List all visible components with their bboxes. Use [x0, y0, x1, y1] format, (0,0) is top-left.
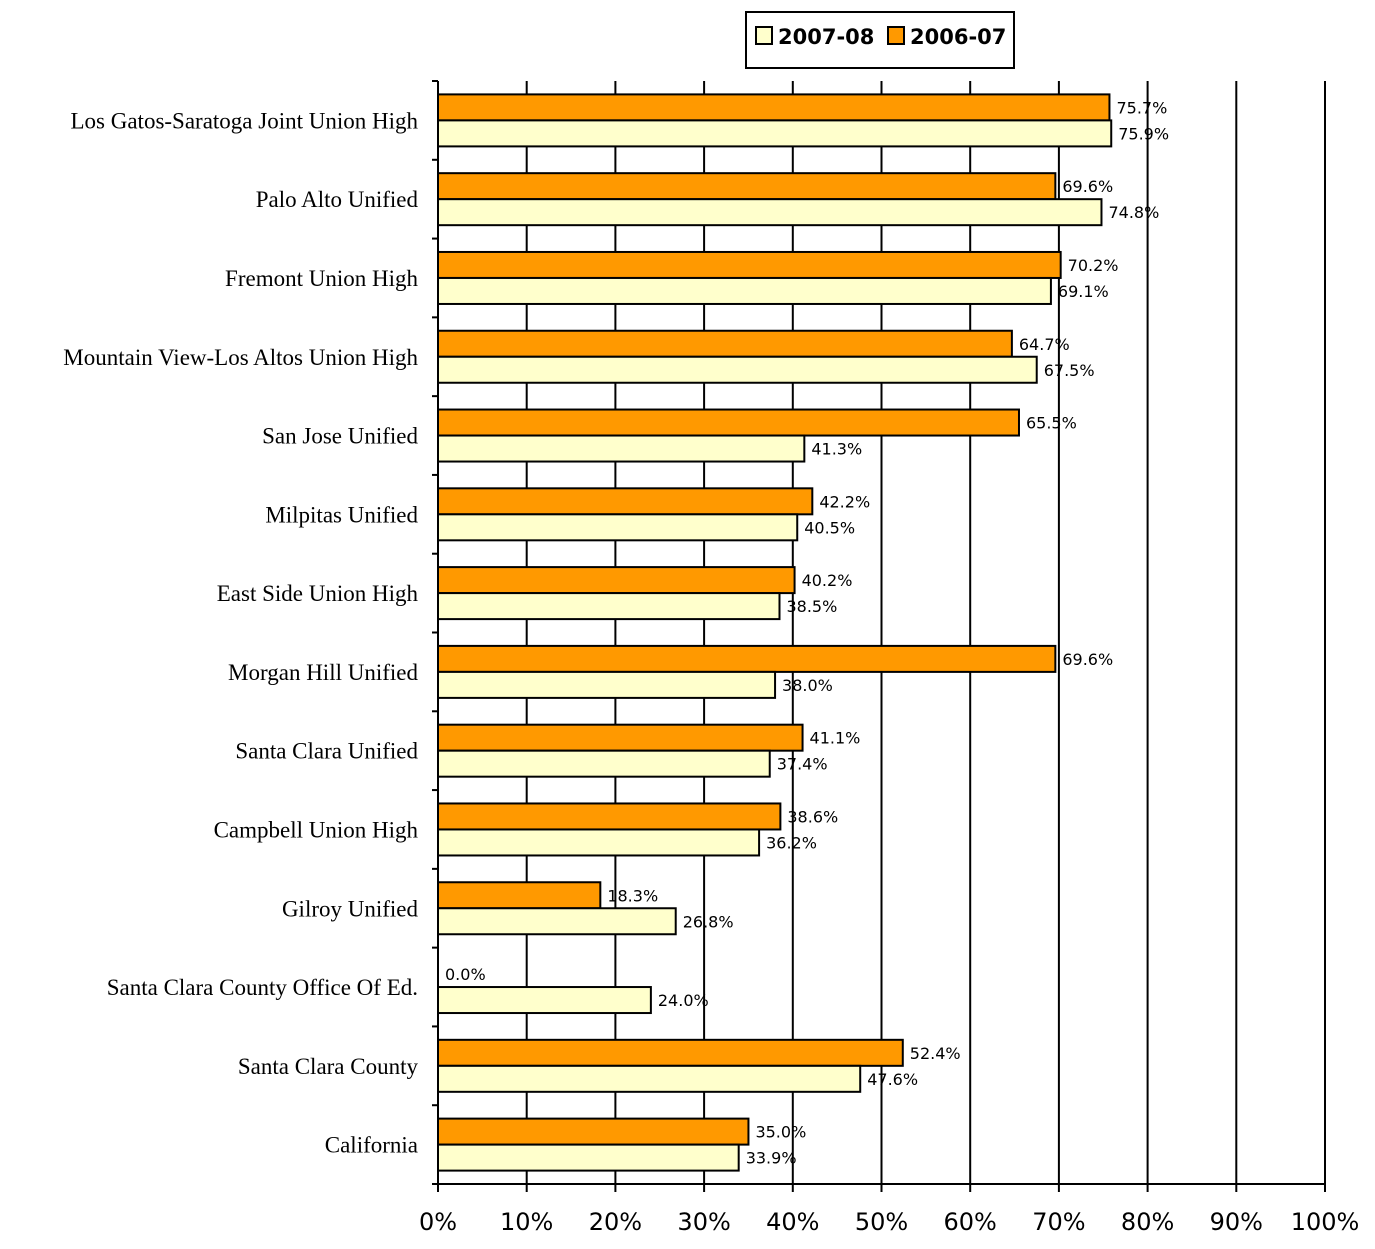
data-label-2007-08-12: 47.6%: [867, 1070, 918, 1089]
x-tick-label-0: 0%: [419, 1208, 457, 1236]
legend-label-2007-08: 2007-08: [778, 25, 874, 49]
bar-2007-08-10: [437, 907, 677, 936]
bar-2007-08-13: [437, 1143, 740, 1172]
category-label-1: Palo Alto Unified: [256, 187, 419, 212]
category-label-8: Santa Clara Unified: [235, 739, 418, 764]
data-label-2006-07-13: 35.0%: [755, 1123, 806, 1142]
bar-2007-08-6: [437, 592, 781, 621]
x-tick-label-10: 100%: [1291, 1208, 1360, 1236]
data-label-2006-07-0: 75.7%: [1116, 98, 1167, 117]
data-label-2007-08-5: 40.5%: [804, 518, 855, 537]
legend-swatch-2007-08: [755, 26, 773, 45]
bar-2007-08-4: [437, 434, 806, 463]
data-label-2006-07-5: 42.2%: [819, 492, 870, 511]
legend-label-2006-07: 2006-07: [910, 25, 1006, 49]
category-label-6: East Side Union High: [217, 581, 419, 606]
data-label-2007-08-8: 37.4%: [777, 755, 828, 774]
bar-2007-08-7: [437, 670, 777, 699]
category-label-7: Morgan Hill Unified: [228, 660, 418, 685]
legend-box: [745, 11, 1015, 69]
bar-2007-08-8: [437, 749, 771, 778]
bar-2006-07-3: [437, 329, 1013, 358]
data-label-2007-08-7: 38.0%: [782, 676, 833, 695]
x-axis-tick-labels: 0% 10% 20% 30% 40% 50% 60% 70% 80% 90% 100%: [419, 1208, 1359, 1236]
data-label-2007-08-4: 41.3%: [811, 440, 862, 459]
bar-2006-07-9: [437, 802, 782, 831]
bar-2006-07-4: [437, 408, 1020, 437]
x-tick-label-5: 50%: [855, 1208, 908, 1236]
bar-2006-07-12: [437, 1038, 904, 1067]
bar-2007-08-11: [437, 986, 652, 1015]
data-label-2006-07-2: 70.2%: [1068, 256, 1119, 275]
data-label-2006-07-10: 18.3%: [607, 886, 658, 905]
category-label-9: Campbell Union High: [214, 817, 419, 842]
data-label-2006-07-12: 52.4%: [910, 1044, 961, 1063]
bar-2006-07-5: [437, 487, 814, 516]
category-label-13: California: [325, 1133, 418, 1158]
gridlines: [525, 81, 1326, 1184]
data-label-2007-08-1: 74.8%: [1108, 203, 1159, 222]
x-tick-label-7: 70%: [1032, 1208, 1085, 1236]
data-label-2006-07-3: 64.7%: [1019, 335, 1070, 354]
data-label-2007-08-0: 75.9%: [1118, 124, 1169, 143]
bar-2006-07-2: [437, 250, 1062, 279]
data-labels: 75.7% 75.9% 69.6% 74.8% 70.2% 69.1% 64.7% 67.5%…: [445, 98, 1169, 1167]
data-label-2007-08-3: 67.5%: [1044, 361, 1095, 380]
x-tick-label-4: 40%: [766, 1208, 819, 1236]
bar-2007-08-0: [437, 119, 1113, 148]
x-tick-label-3: 30%: [677, 1208, 730, 1236]
legend-swatch-2006-07: [887, 26, 905, 45]
data-label-2007-08-6: 38.5%: [786, 597, 837, 616]
data-label-2007-08-13: 33.9%: [746, 1149, 797, 1168]
bars: [437, 93, 1113, 1172]
bar-2006-07-13: [437, 1117, 750, 1146]
category-label-5: Milpitas Unified: [265, 502, 418, 527]
bar-2007-08-3: [437, 355, 1038, 384]
data-label-2007-08-9: 36.2%: [766, 833, 817, 852]
bar-2006-07-7: [437, 644, 1057, 673]
data-label-2006-07-9: 38.6%: [787, 807, 838, 826]
data-label-2007-08-11: 24.0%: [658, 991, 709, 1010]
x-tick-label-9: 90%: [1210, 1208, 1263, 1236]
data-label-2006-07-11: 0.0%: [445, 965, 486, 984]
x-tick-label-8: 80%: [1121, 1208, 1174, 1236]
data-label-2007-08-2: 69.1%: [1058, 282, 1109, 301]
x-tick-label-6: 60%: [944, 1208, 997, 1236]
bar-2006-07-10: [437, 881, 602, 910]
category-labels: Los Gatos-Saratoga Joint Union High Palo …: [63, 108, 418, 1157]
data-label-2006-07-7: 69.6%: [1062, 650, 1113, 669]
bar-2007-08-5: [437, 513, 799, 542]
axes: [437, 81, 1326, 1192]
category-label-4: San Jose Unified: [262, 424, 418, 449]
category-label-11: Santa Clara County Office Of Ed.: [107, 975, 418, 1000]
bar-2006-07-8: [437, 723, 804, 752]
bar-2007-08-2: [437, 276, 1052, 305]
category-label-0: Los Gatos-Saratoga Joint Union High: [70, 108, 418, 133]
data-label-2006-07-8: 41.1%: [810, 729, 861, 748]
bar-2006-07-1: [437, 172, 1057, 201]
bar-2007-08-1: [437, 198, 1103, 227]
x-tick-label-2: 20%: [589, 1208, 642, 1236]
bar-2006-07-0: [437, 93, 1111, 122]
category-label-2: Fremont Union High: [225, 266, 418, 291]
category-label-10: Gilroy Unified: [282, 896, 419, 921]
legend: 2007-08 2006-07: [745, 11, 1015, 69]
x-tick-label-1: 10%: [500, 1208, 553, 1236]
data-label-2007-08-10: 26.8%: [683, 912, 734, 931]
category-label-3: Mountain View-Los Altos Union High: [63, 345, 418, 370]
data-label-2006-07-6: 40.2%: [802, 571, 853, 590]
data-label-2006-07-4: 65.5%: [1026, 414, 1077, 433]
data-label-2006-07-1: 69.6%: [1062, 177, 1113, 196]
bar-2007-08-9: [437, 828, 761, 857]
bar-2006-07-6: [437, 566, 796, 595]
category-label-12: Santa Clara County: [238, 1054, 419, 1079]
bar-2007-08-12: [437, 1064, 862, 1093]
